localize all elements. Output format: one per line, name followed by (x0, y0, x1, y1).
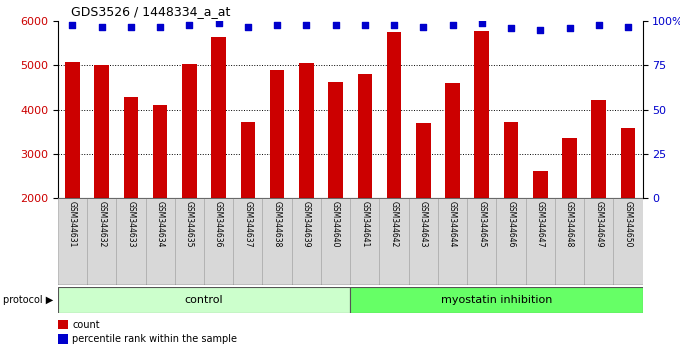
Bar (58, 334, 68, 344)
Text: GSM344643: GSM344643 (419, 201, 428, 247)
Bar (58, 287, 350, 313)
Bar (262, 198, 292, 285)
Point (593, 22, 604, 28)
Point (214, 20, 224, 26)
Bar (270, 70, 284, 198)
Bar (233, 198, 262, 285)
Bar (592, 99, 606, 198)
Text: GSM344633: GSM344633 (126, 201, 135, 247)
Text: count: count (72, 320, 100, 330)
Bar (175, 198, 204, 285)
Point (564, 25, 575, 31)
Point (418, 24, 429, 29)
Bar (328, 82, 343, 198)
Bar (146, 198, 175, 285)
Bar (321, 198, 350, 285)
Text: GSM344635: GSM344635 (185, 201, 194, 247)
Point (477, 20, 488, 26)
Point (447, 22, 458, 28)
Bar (65, 62, 80, 198)
Bar (496, 198, 526, 285)
Bar (95, 65, 109, 198)
Text: GSM344637: GSM344637 (243, 201, 252, 247)
Text: GSM344649: GSM344649 (594, 201, 603, 247)
Bar (438, 198, 467, 285)
Text: GSM344640: GSM344640 (331, 201, 340, 247)
Bar (299, 63, 313, 198)
Point (330, 22, 341, 28)
Point (506, 25, 517, 31)
Text: GSM344648: GSM344648 (565, 201, 574, 247)
Text: protocol ▶: protocol ▶ (3, 295, 54, 305)
Text: control: control (185, 295, 223, 305)
Text: GSM344639: GSM344639 (302, 201, 311, 247)
Point (125, 24, 136, 29)
Bar (387, 32, 401, 198)
Bar (504, 122, 518, 198)
Bar (211, 37, 226, 198)
Bar (124, 97, 138, 198)
Point (242, 24, 253, 29)
Text: GSM344642: GSM344642 (390, 201, 398, 247)
Point (272, 22, 283, 28)
Bar (409, 198, 438, 285)
Bar (533, 171, 547, 198)
Bar (241, 122, 255, 198)
Point (623, 24, 634, 29)
Point (389, 22, 400, 28)
Text: percentile rank within the sample: percentile rank within the sample (72, 334, 237, 344)
Bar (58, 320, 68, 329)
Text: GSM344641: GSM344641 (360, 201, 369, 247)
Bar (475, 31, 489, 198)
Point (535, 27, 546, 33)
Bar (379, 198, 409, 285)
Bar (526, 198, 555, 285)
Bar (555, 198, 584, 285)
Bar (445, 83, 460, 198)
Text: GSM344638: GSM344638 (273, 201, 282, 247)
Point (67, 22, 78, 28)
Text: GSM344632: GSM344632 (97, 201, 106, 247)
Bar (292, 198, 321, 285)
Point (155, 24, 166, 29)
Bar (182, 64, 197, 198)
Bar (116, 198, 146, 285)
Bar (613, 198, 643, 285)
Point (97, 24, 107, 29)
Text: GSM344647: GSM344647 (536, 201, 545, 247)
Text: GSM344631: GSM344631 (68, 201, 77, 247)
Text: GSM344646: GSM344646 (507, 201, 515, 247)
Text: GDS3526 / 1448334_a_at: GDS3526 / 1448334_a_at (71, 5, 231, 18)
Text: GSM344645: GSM344645 (477, 201, 486, 247)
Text: GSM344636: GSM344636 (214, 201, 223, 247)
Bar (350, 287, 643, 313)
Bar (87, 198, 116, 285)
Bar (584, 198, 613, 285)
Text: GSM344634: GSM344634 (156, 201, 165, 247)
Text: GSM344650: GSM344650 (624, 201, 632, 247)
Bar (621, 129, 635, 198)
Text: myostatin inhibition: myostatin inhibition (441, 295, 552, 305)
Bar (58, 198, 87, 285)
Text: GSM344644: GSM344644 (448, 201, 457, 247)
Bar (153, 105, 167, 198)
Bar (204, 198, 233, 285)
Bar (562, 138, 577, 198)
Bar (416, 123, 430, 198)
Bar (358, 74, 372, 198)
Point (184, 22, 195, 28)
Bar (467, 198, 496, 285)
Point (360, 22, 371, 28)
Bar (350, 198, 379, 285)
Point (301, 22, 312, 28)
